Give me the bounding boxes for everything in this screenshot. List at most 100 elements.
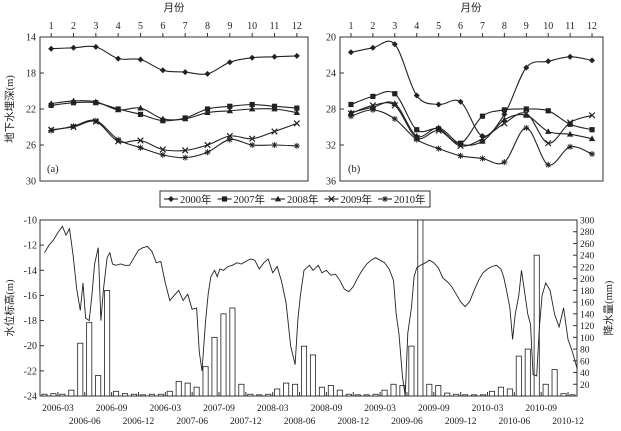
data-point-star (413, 136, 420, 143)
precip-bar (104, 289, 111, 397)
precip-bar (301, 345, 308, 397)
data-point-square (348, 101, 354, 108)
data-point-star (137, 144, 144, 151)
legend: 2000年 2007年 2008年 2009年 2010年 (159, 190, 431, 208)
y-tick-label-right: 80 (580, 346, 590, 356)
data-point-star (70, 123, 77, 130)
x-tick-label-row2: 2010-12 (552, 417, 584, 427)
precip-bar (157, 393, 164, 397)
data-point-triangle (271, 105, 278, 112)
precip-bar (426, 383, 433, 397)
precip-bar (77, 342, 84, 397)
precip-bar (551, 369, 558, 397)
y-tick-label-right: 120 (580, 322, 595, 332)
series-line (350, 102, 593, 147)
precip-bar (506, 388, 513, 397)
legend-item: 2007年 (217, 193, 265, 206)
data-point-square (137, 111, 144, 117)
y-tick-label: 14 (26, 33, 36, 44)
x-tick-label: 7 (183, 21, 188, 32)
legend-marker-square (221, 196, 228, 202)
y-tick-label-left: -16 (24, 291, 37, 302)
precip-bar (390, 383, 397, 397)
series-line (51, 120, 298, 152)
precip-bar (318, 386, 325, 397)
data-point-diamond (413, 92, 420, 99)
data-point-star (501, 159, 508, 166)
data-point-triangle (92, 98, 100, 105)
y-tick-label-right: 100 (580, 334, 595, 344)
precip-bar (435, 385, 442, 397)
x-tick-label-row2: 2009-12 (445, 417, 477, 427)
data-point-square (545, 108, 551, 114)
data-point-star (369, 106, 376, 113)
y-tick-label: 20 (326, 33, 336, 44)
data-point-diamond (523, 64, 530, 71)
data-point-square (479, 113, 486, 119)
y-tick-label-left: -24 (24, 392, 37, 403)
data-point-diamond (347, 49, 354, 56)
precip-bar (354, 394, 361, 397)
y-tick-label-right: 200 (580, 275, 595, 285)
data-point-x (391, 102, 399, 109)
precip-bars (41, 219, 576, 397)
data-point-diamond (501, 111, 508, 118)
legend-label: 2009年 (341, 193, 373, 206)
data-point-square (414, 127, 420, 133)
x-tick-label-row2: 2007-06 (176, 417, 208, 427)
y-axis-right: 3002802602402202001801601401201008060402… (573, 217, 595, 391)
precip-bar (229, 307, 236, 397)
legend-label: 2008年 (287, 193, 319, 206)
data-point-diamond (545, 58, 552, 65)
data-point-triangle (204, 109, 211, 115)
precip-bar (309, 354, 316, 397)
precip-bar (274, 388, 281, 397)
legend-marker-triangle (274, 195, 282, 202)
series-line (51, 101, 297, 122)
y-tick-label-right: 20 (580, 381, 590, 391)
data-point-diamond (115, 55, 122, 62)
data-point-x (544, 139, 552, 147)
x-tick-label-row2: 2008-06 (284, 417, 316, 427)
data-point-square (501, 107, 507, 113)
y-tick-label: 36 (326, 177, 336, 188)
data-point-triangle (566, 130, 574, 137)
y-axis-label-a: 地下水埋深(m) (3, 75, 16, 143)
data-point-star (48, 127, 55, 134)
panel-label-b: (b) (348, 164, 361, 175)
data-point-x (181, 147, 189, 154)
y-tick-label-left: -18 (24, 316, 37, 327)
data-point-star (589, 151, 596, 157)
series-line (51, 45, 297, 75)
precip-bar (256, 394, 263, 397)
precip-bar (283, 382, 290, 397)
precip-bar (408, 345, 415, 397)
data-point-triangle (588, 135, 596, 142)
x-tick-label-row1: 2006-09 (96, 404, 128, 414)
precip-bar (327, 385, 334, 397)
x-tick-label: 3 (93, 21, 98, 32)
data-point-x (457, 142, 464, 150)
x-tick-label: 2 (370, 21, 375, 32)
precip-bar (95, 375, 102, 397)
data-point-star (159, 151, 166, 158)
precip-bar (480, 394, 487, 397)
data-point-diamond (391, 41, 398, 48)
data-point-square (204, 106, 211, 112)
x-tick-label-row1: 2009-03 (364, 404, 396, 414)
data-point-x (588, 112, 596, 119)
precip-bar (292, 383, 299, 397)
y-tick-label-left: -12 (24, 241, 37, 252)
data-point-diamond (249, 54, 256, 61)
data-point-diamond (271, 53, 278, 60)
x-tick-label: 9 (227, 21, 232, 32)
data-point-triangle (501, 116, 508, 123)
precip-bar (560, 393, 567, 397)
y-axis-left: -10 -12 -14 -16 -18 -20 -22 -24 (24, 216, 44, 403)
y-tick-label-left: -14 (24, 266, 37, 277)
precip-bar (265, 393, 272, 397)
y-tick-label: 26 (26, 141, 36, 152)
data-point-x (271, 128, 278, 135)
